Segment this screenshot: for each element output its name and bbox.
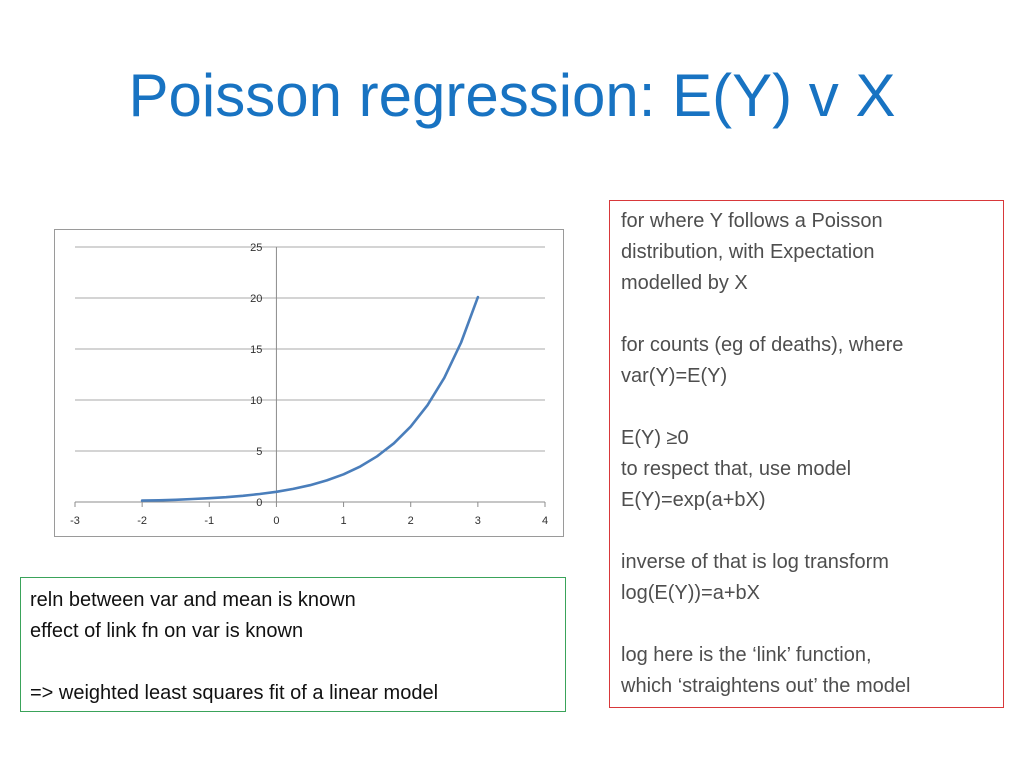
y-tick-label: 0 [256, 497, 262, 509]
note-line: log here is the ‘link’ function, [621, 644, 872, 666]
x-tick-label: -1 [204, 515, 214, 527]
x-tick-label: 2 [408, 515, 414, 527]
slide-title: Poisson regression: E(Y) v X [128, 62, 896, 129]
note-line: for where Y follows a Poisson [621, 210, 883, 232]
x-tick-label: -3 [70, 515, 80, 527]
note-box-weighted-least-squares: reln between var and mean is known effec… [20, 577, 566, 712]
x-tick-label: 1 [341, 515, 347, 527]
y-tick-label: 25 [250, 242, 262, 254]
x-tick-labels: -3 -2 -1 0 1 2 3 4 [70, 515, 548, 527]
note-line: effect of link fn on var is known [30, 620, 304, 642]
note-line [621, 392, 1003, 423]
chart-frame: 0 5 10 15 20 25 -3 -2 -1 0 1 2 3 4 [54, 229, 564, 537]
note-line: E(Y) ≥0 [621, 427, 689, 449]
y-tick-label: 5 [256, 446, 262, 458]
note-box-poisson-explanation: for where Y follows a Poisson distributi… [609, 200, 1004, 708]
x-tick-label: 3 [475, 515, 481, 527]
line-chart: 0 5 10 15 20 25 -3 -2 -1 0 1 2 3 4 [70, 242, 548, 527]
y-tick-label: 10 [250, 395, 262, 407]
note-line [30, 647, 565, 678]
note-line: log(E(Y))=a+bX [621, 582, 760, 604]
note-line: modelled by X [621, 272, 748, 294]
note-line: E(Y)=exp(a+bX) [621, 489, 766, 511]
note-line [621, 516, 1003, 547]
note-line [621, 299, 1003, 330]
y-tick-label: 15 [250, 344, 262, 356]
y-tick-label: 20 [250, 293, 262, 305]
x-tick-label: 0 [273, 515, 279, 527]
note-line: which ‘straightens out’ the model [621, 675, 911, 697]
series-line-exp [140, 295, 480, 502]
grid-lines [75, 246, 545, 452]
x-tick-label: 4 [542, 515, 548, 527]
note-line: var(Y)=E(Y) [621, 365, 728, 387]
note-line [621, 609, 1003, 640]
note-line: => weighted least squares fit of a linea… [30, 682, 439, 704]
note-line: reln between var and mean is known [30, 589, 356, 611]
note-line: inverse of that is log transform [621, 551, 889, 573]
note-line: for counts (eg of deaths), where [621, 334, 904, 356]
y-tick-labels: 0 5 10 15 20 25 [250, 242, 262, 509]
x-tick-label: -2 [137, 515, 147, 527]
note-line: to respect that, use model [621, 458, 852, 480]
axes [74, 247, 546, 507]
note-line: distribution, with Expectation [621, 241, 875, 263]
series-layer [140, 295, 480, 502]
